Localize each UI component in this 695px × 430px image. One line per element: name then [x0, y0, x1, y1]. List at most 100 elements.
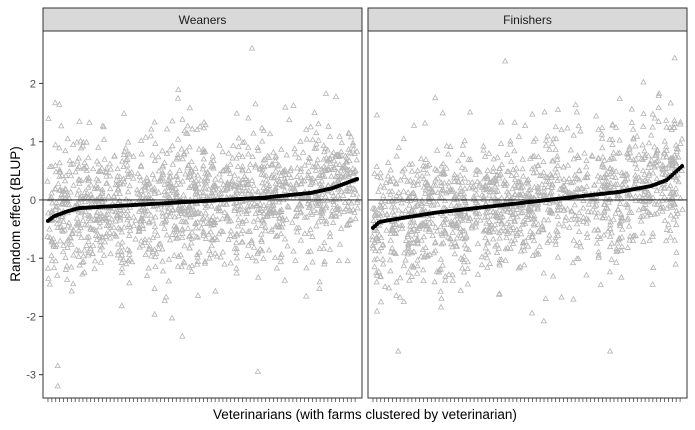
farm-point	[215, 207, 222, 214]
farm-point	[193, 126, 201, 132]
farm-point	[483, 219, 490, 226]
farm-point	[188, 228, 196, 235]
farm-point	[534, 203, 542, 210]
farm-point	[337, 167, 345, 174]
farm-point	[68, 287, 75, 294]
farm-point	[380, 260, 387, 267]
farm-point	[200, 148, 208, 155]
farm-point	[166, 213, 174, 219]
farm-point	[341, 199, 349, 205]
farm-point	[65, 219, 73, 226]
farm-point	[451, 192, 459, 198]
farm-point	[447, 240, 455, 247]
farm-point	[608, 229, 615, 236]
farm-point	[331, 164, 338, 170]
farm-point	[431, 94, 439, 101]
farm-point	[443, 189, 450, 196]
farm-point	[571, 212, 579, 219]
farm-point	[677, 118, 684, 125]
farm-point	[122, 144, 129, 151]
farm-point	[287, 174, 295, 180]
farm-point	[672, 141, 680, 148]
farm-point	[96, 223, 104, 230]
farm-point	[548, 172, 555, 179]
farm-point	[50, 241, 57, 248]
farm-point	[513, 184, 520, 190]
farm-point	[140, 217, 147, 224]
farm-point	[402, 207, 409, 214]
farm-point	[145, 264, 152, 271]
farm-point	[570, 236, 577, 243]
farm-point	[480, 196, 487, 202]
farm-point	[421, 119, 429, 126]
farm-point	[85, 212, 93, 218]
farm-point	[513, 164, 520, 171]
farm-point	[139, 222, 146, 229]
farm-point	[114, 240, 122, 247]
farm-point	[318, 182, 325, 188]
farm-point	[490, 235, 497, 242]
farm-point	[591, 195, 598, 202]
farm-point	[301, 161, 309, 168]
farm-point	[166, 236, 174, 243]
farm-point	[245, 206, 252, 213]
farm-point	[457, 190, 464, 197]
farm-point	[118, 251, 126, 258]
farm-point	[507, 209, 514, 215]
farm-point	[347, 133, 355, 140]
farm-point	[641, 205, 648, 212]
farm-point	[554, 162, 562, 169]
farm-point	[663, 226, 671, 232]
farm-point	[346, 207, 353, 213]
farm-point	[591, 203, 598, 209]
farm-point	[672, 176, 680, 183]
farm-point	[645, 190, 652, 197]
farm-point	[604, 205, 611, 211]
farm-point	[599, 160, 606, 167]
farm-point	[48, 193, 55, 200]
farm-point	[496, 291, 503, 297]
farm-point	[628, 209, 635, 215]
farm-point	[228, 178, 235, 185]
farm-point	[629, 237, 637, 243]
farm-point	[186, 202, 193, 209]
farm-point	[445, 182, 453, 189]
farm-point	[469, 184, 476, 191]
farm-point	[573, 241, 580, 248]
farm-point	[414, 262, 421, 269]
farm-point	[379, 208, 386, 215]
farm-point	[262, 172, 270, 178]
farm-point	[618, 169, 626, 176]
farm-point	[514, 213, 521, 220]
farm-point	[667, 227, 674, 233]
farm-point	[292, 257, 299, 263]
farm-point	[346, 217, 354, 223]
farm-point	[52, 185, 59, 192]
farm-point	[671, 191, 678, 197]
farm-point	[496, 234, 503, 241]
farm-point	[434, 200, 441, 207]
farm-point	[400, 262, 408, 269]
farm-point	[169, 160, 177, 167]
farm-point	[507, 195, 514, 202]
farm-point	[165, 256, 173, 262]
farm-point	[469, 178, 476, 185]
farm-point	[619, 225, 626, 232]
farm-point	[77, 224, 84, 230]
farm-point	[612, 167, 620, 174]
farm-point	[135, 208, 143, 214]
farm-point	[101, 155, 108, 162]
farm-point	[640, 78, 647, 85]
farm-point	[126, 251, 133, 257]
farm-point	[639, 212, 647, 219]
farm-point	[151, 184, 158, 191]
farm-point	[391, 197, 398, 204]
farm-point	[77, 209, 85, 216]
farm-point	[439, 212, 447, 218]
farm-point	[441, 179, 448, 186]
farm-point	[483, 254, 491, 261]
farm-point	[312, 178, 319, 185]
farm-point	[287, 164, 295, 171]
farm-point	[672, 260, 679, 267]
farm-point	[373, 255, 381, 262]
